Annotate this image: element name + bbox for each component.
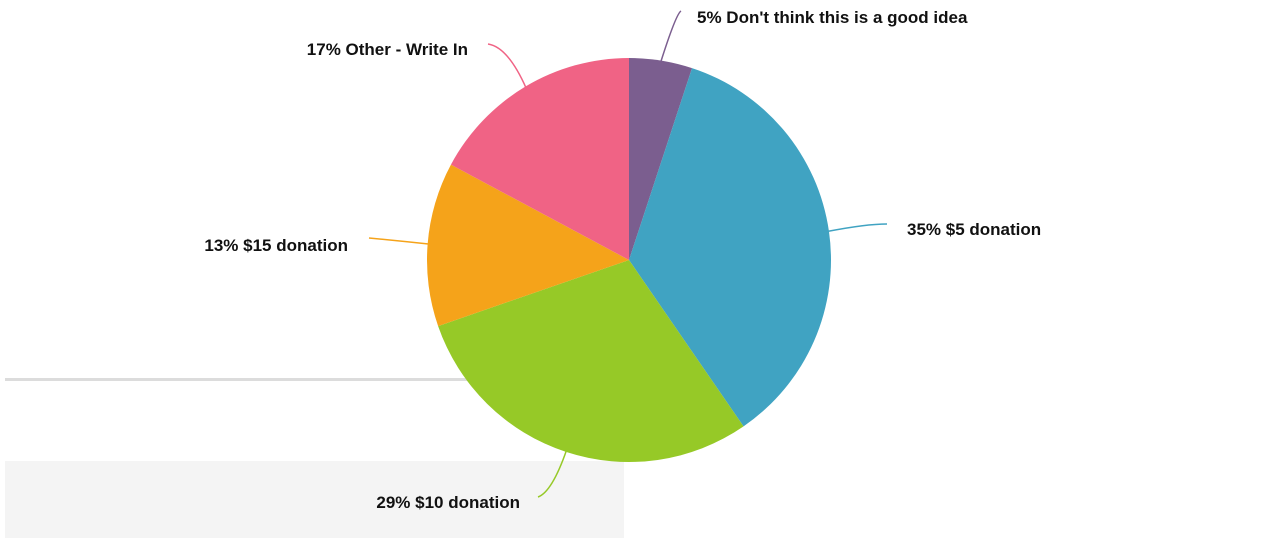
- leader-line-don-t-think-this-is-a-good-idea: [659, 10, 682, 63]
- leader-line-15-donation: [368, 237, 430, 245]
- slice-label-5-donation: 35% $5 donation: [907, 220, 1041, 239]
- slice-label-don-t-think-this-is-a-good-idea: 5% Don't think this is a good idea: [697, 8, 968, 27]
- leader-lines: [368, 10, 888, 498]
- pie-slices: [427, 58, 831, 463]
- pie-slice-don-t-think-this-is-a-good-idea: [629, 58, 693, 260]
- leader-line-5-donation: [826, 223, 888, 233]
- slice-label-15-donation: 13% $15 donation: [204, 236, 348, 255]
- slice-labels: 5% Don't think this is a good idea 35% $5…: [204, 8, 1041, 512]
- leader-line-other-write-in: [487, 43, 527, 89]
- pie-slice-other-write-in: [450, 58, 629, 260]
- slice-label-other-write-in: 17% Other - Write In: [307, 40, 468, 59]
- pie-slice-10-donation: [438, 260, 744, 463]
- pie-slice-5-donation: [629, 68, 831, 427]
- background-panel: [5, 461, 624, 538]
- background-divider: [5, 378, 624, 381]
- slice-label-10-donation: 29% $10 donation: [376, 493, 520, 512]
- leader-line-10-donation: [537, 449, 568, 498]
- pie-slice-15-donation: [427, 164, 629, 327]
